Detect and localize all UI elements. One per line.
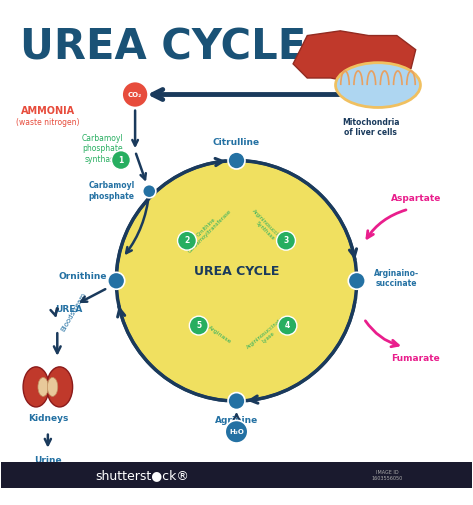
Circle shape [112, 150, 131, 170]
Text: CO₂: CO₂ [128, 91, 142, 97]
Circle shape [116, 161, 357, 401]
Text: Argininosuccinate
Synthase: Argininosuccinate Synthase [246, 209, 288, 249]
Text: Aspartate: Aspartate [391, 194, 441, 203]
Text: 5: 5 [196, 321, 201, 330]
Text: AMMONIA: AMMONIA [21, 106, 75, 116]
Text: shutterst●ck®: shutterst●ck® [95, 469, 189, 482]
Text: Arginase: Arginase [207, 325, 233, 345]
Text: 3: 3 [283, 236, 289, 245]
FancyBboxPatch shape [0, 463, 473, 488]
Circle shape [177, 231, 196, 250]
Circle shape [277, 231, 296, 250]
Circle shape [108, 272, 125, 289]
Text: Carbamoyl
phosphate: Carbamoyl phosphate [88, 181, 135, 201]
Text: Ornithine: Ornithine [59, 272, 107, 281]
Text: UREA CYCLE: UREA CYCLE [19, 26, 306, 68]
Circle shape [228, 392, 245, 410]
Text: Agrinine: Agrinine [215, 416, 258, 425]
Text: UREA: UREA [55, 305, 83, 314]
Ellipse shape [47, 367, 73, 407]
Ellipse shape [335, 63, 420, 108]
Ellipse shape [47, 377, 58, 396]
Circle shape [278, 316, 297, 335]
Text: Urine: Urine [34, 456, 61, 465]
Text: Bloodstream: Bloodstream [60, 291, 88, 332]
Text: 2: 2 [184, 236, 190, 245]
Circle shape [348, 272, 365, 289]
Text: 4: 4 [285, 321, 290, 330]
Text: IMAGE ID
1603556050: IMAGE ID 1603556050 [372, 470, 403, 481]
Circle shape [122, 81, 149, 108]
Text: Citrulline: Citrulline [213, 138, 260, 147]
Ellipse shape [23, 367, 49, 407]
Text: UREA CYCLE: UREA CYCLE [194, 265, 279, 278]
Circle shape [228, 152, 245, 169]
Text: Argininosuccinate
Lyase: Argininosuccinate Lyase [245, 316, 289, 355]
Text: H₂O: H₂O [229, 429, 244, 435]
Circle shape [225, 420, 248, 443]
Text: 1: 1 [118, 156, 123, 165]
Text: Fumarate: Fumarate [391, 354, 440, 363]
Ellipse shape [38, 377, 48, 396]
Text: Carbamoyl
phosphate
synthase: Carbamoyl phosphate synthase [81, 134, 123, 164]
Circle shape [189, 316, 208, 335]
Text: Mitochondria
of liver cells: Mitochondria of liver cells [342, 118, 400, 137]
Text: (waste nitrogen): (waste nitrogen) [16, 118, 79, 127]
Text: Arginaino-
succinate: Arginaino- succinate [374, 269, 420, 288]
Text: Ornithine
Carbamoyltransferase: Ornithine Carbamoyltransferase [184, 204, 233, 254]
Text: Kidneys: Kidneys [27, 415, 68, 424]
Circle shape [143, 185, 156, 198]
Polygon shape [293, 31, 416, 83]
